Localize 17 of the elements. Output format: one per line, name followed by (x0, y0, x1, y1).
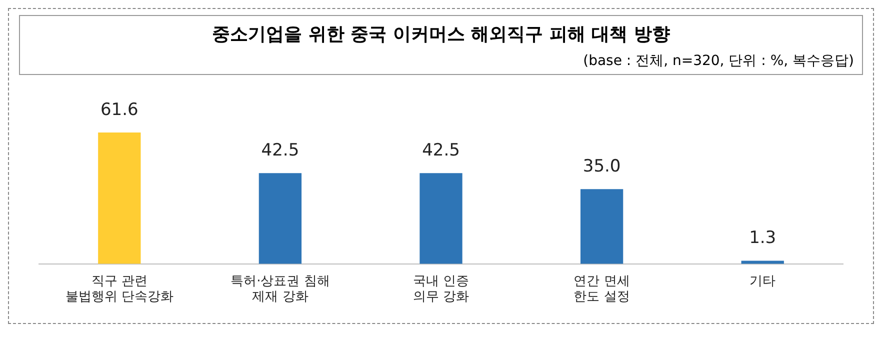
data-label: 61.6 (100, 100, 138, 120)
x-tick-label: 연간 면세 한도 설정 (574, 274, 630, 305)
data-label: 1.3 (749, 228, 776, 248)
chart-subtitle: (base : 전체, n=320, 단위 : %, 복수응답) (583, 52, 854, 70)
x-tick-label: 특허·상표권 침해 제재 강화 (230, 274, 330, 305)
bar (580, 189, 624, 264)
x-tick-label: 직구 관련 불법행위 단속강화 (65, 274, 174, 305)
bar (258, 173, 302, 264)
x-tick-label: 기타 (750, 274, 776, 289)
data-label: 42.5 (261, 140, 300, 160)
x-tick-label: 국내 인증 의무 강화 (412, 274, 470, 305)
data-label: 42.5 (422, 140, 460, 160)
bar (420, 173, 462, 264)
bar (741, 260, 784, 264)
bar (98, 132, 141, 264)
data-label: 35.0 (582, 156, 621, 176)
chart-title: 중소기업을 위한 중국 이커머스 해외직구 피해 대책 방향 (211, 23, 671, 46)
